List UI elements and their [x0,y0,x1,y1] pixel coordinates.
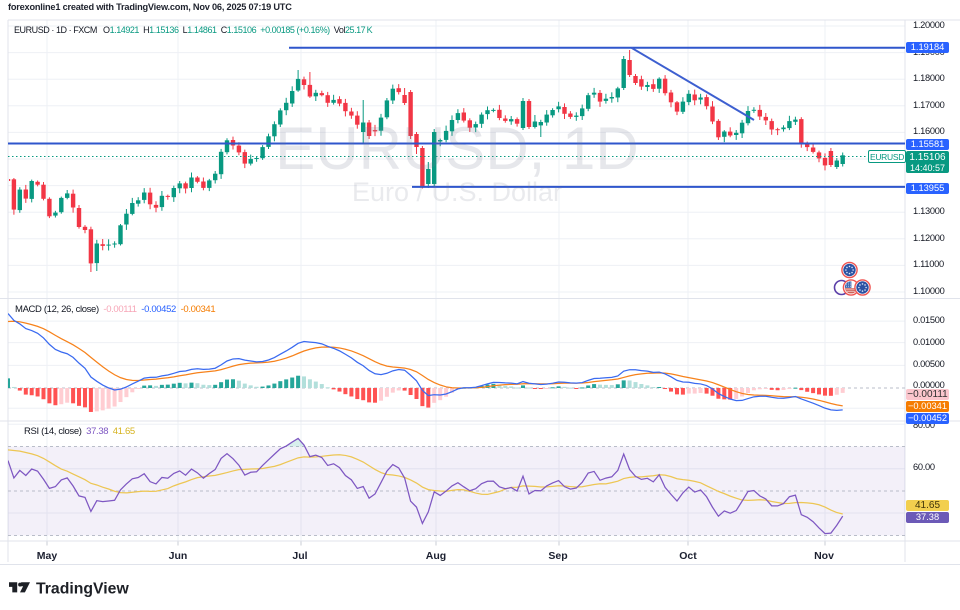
svg-text:TradingView: TradingView [36,581,129,597]
